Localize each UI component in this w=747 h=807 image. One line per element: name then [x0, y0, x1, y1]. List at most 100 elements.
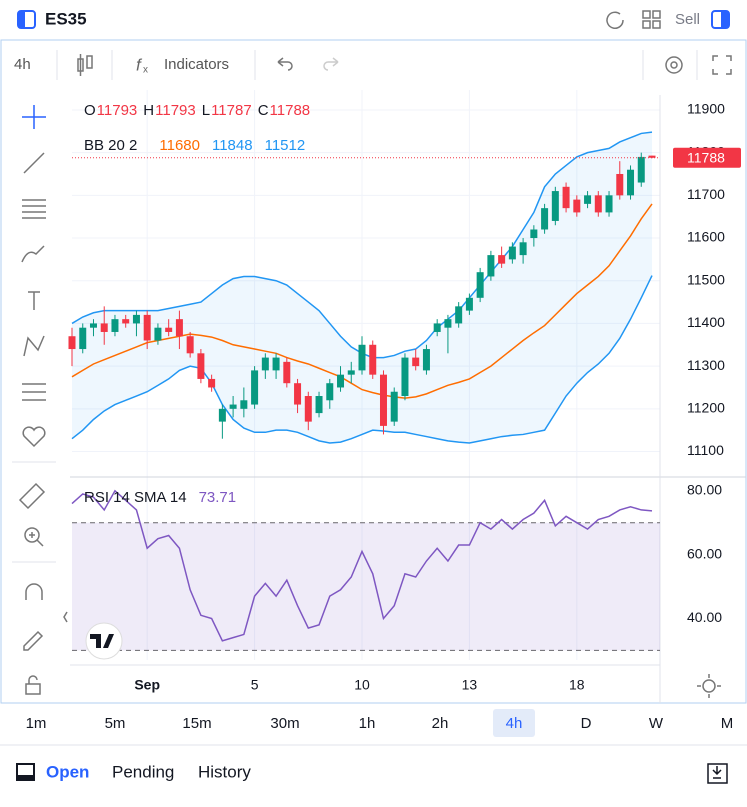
candle-body [326, 383, 334, 401]
candle-body [122, 319, 130, 324]
timeframe-option[interactable]: M [721, 715, 734, 732]
candle-body [79, 327, 87, 350]
candle-body [208, 378, 216, 388]
y-tick-label: 11300 [687, 357, 725, 373]
timeframe-option[interactable]: 30m [270, 715, 299, 732]
pattern-tool[interactable] [23, 335, 45, 357]
candle-body [605, 195, 613, 213]
candle-body [240, 400, 248, 409]
candle-body [154, 327, 162, 341]
timeframe-option[interactable]: 1h [359, 715, 376, 732]
band-fill [72, 132, 652, 443]
candle-body [584, 195, 592, 204]
left-toolbar [18, 105, 68, 695]
candle-body [455, 306, 463, 324]
candle-body [111, 319, 119, 332]
candle-body [175, 319, 183, 337]
tab[interactable]: History [198, 762, 251, 781]
separators [12, 50, 698, 563]
redo-icon[interactable] [323, 57, 339, 71]
timeframe-highlight [493, 709, 535, 737]
timeframe-option[interactable]: 1m [26, 715, 47, 732]
candle-body [358, 344, 366, 371]
grid-icon[interactable] [642, 10, 661, 29]
timeframe-option[interactable]: 4h [506, 715, 523, 732]
settings-icon[interactable] [665, 56, 683, 74]
candle-body [541, 208, 549, 230]
candle-body [401, 357, 409, 397]
fib-tool[interactable] [22, 199, 46, 219]
candle-body [165, 327, 173, 332]
rsi-zone [72, 522, 660, 651]
layout-icon[interactable] [17, 10, 36, 29]
draw-lock-tool[interactable] [23, 630, 44, 651]
candle-body [100, 323, 108, 332]
magnet-tool[interactable] [25, 583, 43, 600]
theme-icon[interactable] [702, 679, 716, 693]
ruler-tool[interactable] [18, 482, 46, 510]
zoom-tool[interactable] [24, 527, 40, 543]
candle-body [476, 272, 484, 298]
candle-type-icon[interactable] [77, 54, 93, 76]
sun-rays [697, 674, 721, 698]
ohlc-key: L [202, 102, 210, 119]
timeframe-option[interactable]: 15m [182, 715, 211, 732]
timeframe-option[interactable]: D [581, 715, 592, 732]
panel-icon[interactable] [711, 10, 730, 29]
text-tool[interactable] [28, 291, 40, 310]
indicators-button[interactable]: Indicators [164, 56, 229, 73]
indicator-value: 11512 [265, 137, 306, 154]
candle-body [304, 396, 312, 422]
candle-body [444, 319, 452, 328]
ohlc-key: O [84, 102, 96, 119]
ohlc-value: 11793 [155, 102, 196, 119]
candle-body [498, 255, 506, 264]
expand-icon[interactable] [707, 763, 728, 784]
tab[interactable]: Pending [112, 762, 174, 781]
sell-button[interactable]: Sell [675, 11, 700, 28]
prediction-tool[interactable] [22, 383, 46, 401]
crosshair-tool[interactable] [22, 105, 46, 129]
candle-body [283, 361, 291, 384]
trendline-tool[interactable] [23, 152, 45, 174]
y-tick-label: 11600 [687, 229, 725, 245]
candle-body [627, 169, 635, 196]
timeframe-option[interactable]: W [649, 715, 664, 732]
lock-tool[interactable] [25, 683, 41, 695]
candle-body [487, 255, 495, 277]
candle-body [197, 353, 205, 379]
band-line [71, 275, 653, 444]
rsi-tick-label: 80.00 [687, 481, 722, 497]
chart-frame [0, 39, 747, 704]
candle-body [637, 156, 645, 183]
x-tick-label: 5 [251, 677, 259, 693]
brush-tool[interactable] [21, 245, 45, 263]
candle-body [186, 336, 194, 354]
favorites-tool[interactable] [22, 426, 46, 448]
undo-icon[interactable] [277, 57, 293, 71]
candle-body [530, 229, 538, 239]
candle-body [594, 195, 602, 213]
candle-body [422, 349, 430, 371]
fx-icon[interactable]: f [136, 55, 143, 74]
collapse-arrow[interactable] [63, 611, 68, 623]
refresh-icon[interactable] [606, 11, 624, 29]
candle-body [347, 370, 355, 375]
indicator-value: 11680 [159, 137, 200, 154]
timeframe-option[interactable]: 2h [432, 715, 449, 732]
timeframe-option[interactable]: 5m [105, 715, 126, 732]
symbol[interactable]: ES35 [45, 9, 87, 28]
tab[interactable]: Open [46, 762, 89, 781]
ohlc-key: C [258, 102, 269, 119]
x-tick-label: Sep [134, 677, 160, 693]
timeframe-row: 1m 5m 15m 30m 1h 2h 4h D W M [26, 709, 734, 737]
candle-body [390, 391, 398, 422]
indicator-name: BB 20 2 [84, 137, 137, 154]
timeframe-button[interactable]: 4h [14, 56, 31, 73]
ohlc-value: 11788 [270, 102, 311, 119]
candle-body [551, 191, 559, 221]
fullscreen-icon[interactable] [712, 55, 732, 75]
candle-body [294, 383, 302, 405]
